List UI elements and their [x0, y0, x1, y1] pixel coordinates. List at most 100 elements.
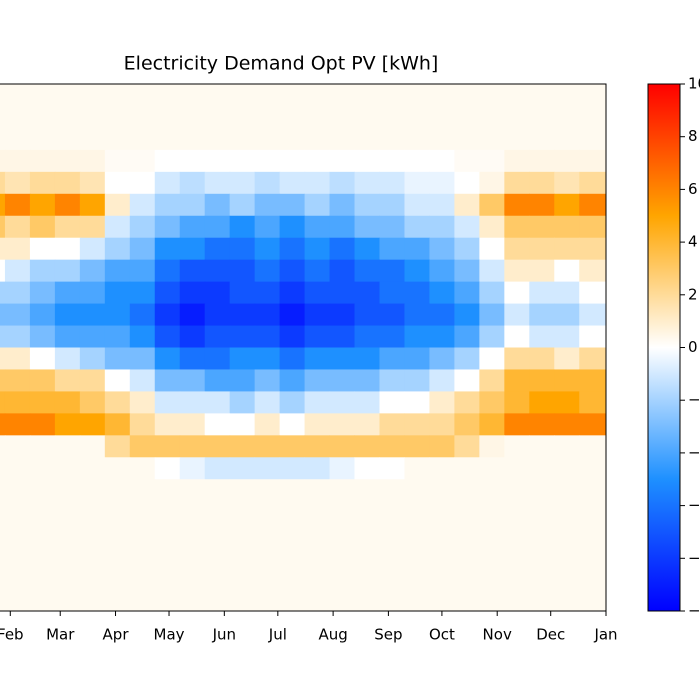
heatmap-cell — [554, 501, 580, 524]
heatmap-cell — [54, 303, 81, 327]
heatmap-cell — [279, 127, 306, 151]
heatmap-cell — [529, 501, 555, 524]
heatmap-cell — [304, 501, 331, 524]
heatmap-cell — [29, 523, 56, 546]
heatmap-cell — [229, 523, 256, 546]
heatmap-cell — [4, 545, 31, 568]
heatmap-cell — [354, 127, 380, 151]
heatmap-cell — [79, 347, 106, 370]
heatmap-cell — [529, 369, 555, 392]
heatmap-cell — [279, 413, 306, 436]
heatmap-cell — [479, 149, 505, 173]
heatmap-cell — [179, 457, 206, 480]
heatmap-cell — [179, 127, 206, 151]
heatmap-cell — [154, 149, 181, 173]
heatmap-cell — [229, 84, 256, 107]
heatmap-cell — [29, 237, 56, 261]
heatmap-cell — [454, 479, 480, 502]
heatmap-cell — [204, 413, 231, 436]
heatmap-cell — [229, 215, 256, 239]
heatmap-cell — [154, 413, 181, 436]
heatmap-cell — [279, 105, 306, 129]
heatmap-cell — [504, 479, 530, 502]
heatmap-cell — [529, 237, 555, 261]
heatmap-cell — [354, 325, 380, 348]
heatmap-cell — [504, 435, 530, 458]
heatmap-cell — [354, 215, 380, 239]
heatmap-cell — [329, 589, 356, 612]
heatmap-cell — [29, 567, 56, 590]
heatmap-cell — [504, 84, 530, 107]
heatmap-cell — [229, 237, 256, 261]
heatmap-cell — [79, 303, 106, 327]
heatmap-cell — [504, 193, 530, 217]
heatmap-cell — [229, 105, 256, 129]
heatmap-cell — [304, 435, 331, 458]
heatmap-cell — [454, 391, 480, 414]
heatmap-cell — [479, 281, 505, 305]
heatmap-cell — [379, 589, 405, 612]
colorbar-tick-label: −4 — [688, 443, 700, 461]
heatmap-cell — [354, 589, 380, 612]
heatmap-cell — [29, 149, 56, 173]
heatmap-cell — [554, 237, 580, 261]
heatmap-cell — [329, 259, 356, 283]
heatmap-cell — [479, 127, 505, 151]
heatmap-cell — [404, 523, 430, 546]
heatmap-cell — [504, 259, 530, 283]
heatmap-cell — [529, 457, 555, 480]
heatmap-cell — [129, 391, 156, 414]
heatmap-cell — [229, 479, 256, 502]
heatmap-cell — [254, 369, 281, 392]
heatmap-cell — [479, 457, 505, 480]
heatmap-cell — [554, 523, 580, 546]
heatmap-cell — [329, 149, 356, 173]
heatmap-cell — [579, 237, 607, 261]
heatmap-cell — [554, 325, 580, 348]
heatmap-cell — [329, 479, 356, 502]
heatmap-cell — [354, 501, 380, 524]
heatmap-cell — [229, 545, 256, 568]
heatmap-cell — [129, 589, 156, 612]
heatmap-cell — [529, 545, 555, 568]
heatmap-cell — [354, 303, 380, 327]
heatmap-cell — [154, 215, 181, 239]
heatmap-cell — [4, 105, 31, 129]
heatmap-cell — [304, 567, 331, 590]
heatmap-cell — [154, 193, 181, 217]
heatmap-cell — [4, 171, 31, 195]
heatmap-cell — [304, 347, 331, 370]
x-tick-label: May — [154, 626, 185, 644]
heatmap-cell — [129, 281, 156, 305]
heatmap-cell — [379, 215, 405, 239]
heatmap-cell — [329, 127, 356, 151]
heatmap-cell — [79, 127, 106, 151]
heatmap-cell — [429, 457, 455, 480]
heatmap-cell — [4, 303, 31, 327]
colorbar-tick-label: −6 — [688, 496, 700, 514]
heatmap-cell — [329, 347, 356, 370]
heatmap-cell — [504, 545, 530, 568]
heatmap-cell — [4, 149, 31, 173]
heatmap-cell — [4, 435, 31, 458]
heatmap-cell — [479, 215, 505, 239]
heatmap-cell — [79, 567, 106, 590]
heatmap-cell — [454, 347, 480, 370]
heatmap-cell — [29, 105, 56, 129]
heatmap-cell — [379, 281, 405, 305]
heatmap-cell — [179, 589, 206, 612]
heatmap-cell — [204, 259, 231, 283]
heatmap-cell — [579, 479, 607, 502]
heatmap-cell — [404, 105, 430, 129]
heatmap-cell — [379, 457, 405, 480]
heatmap-cell — [154, 127, 181, 151]
heatmap-cell — [254, 105, 281, 129]
heatmap-cell — [429, 523, 455, 546]
heatmap-cell — [379, 303, 405, 327]
heatmap-cell — [479, 347, 505, 370]
heatmap-cell — [329, 545, 356, 568]
heatmap-cell — [429, 215, 455, 239]
heatmap-cell — [579, 303, 607, 327]
heatmap-cell — [79, 391, 106, 414]
heatmap-cell — [154, 589, 181, 612]
